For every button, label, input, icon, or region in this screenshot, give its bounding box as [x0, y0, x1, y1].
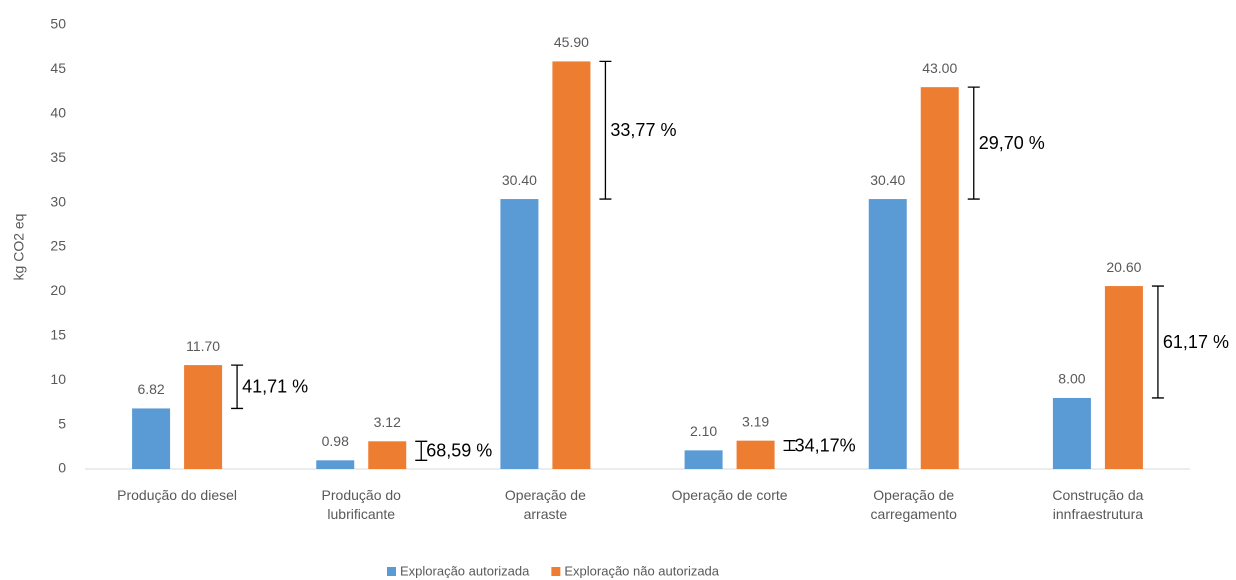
bracket [415, 440, 428, 461]
annotation: 41,71 % [242, 377, 308, 397]
bracket [599, 60, 612, 200]
bracket [1151, 285, 1164, 399]
y-tick-label: 10 [50, 371, 66, 387]
value-label: 0.98 [322, 433, 349, 449]
legend-label: Exploração não autorizada [564, 563, 719, 578]
x-tick-label: Produção do lubrificante [321, 487, 401, 522]
y-tick-label: 35 [50, 149, 66, 165]
value-label: 30.40 [502, 172, 537, 188]
bar [868, 199, 907, 469]
value-label: 11.70 [186, 338, 220, 354]
bar [552, 61, 591, 470]
value-label: 8.00 [1058, 371, 1085, 387]
bar [500, 199, 539, 469]
value-label: 3.12 [374, 414, 401, 430]
x-tick-label: Produção do diesel [117, 487, 238, 503]
bar [684, 450, 723, 469]
y-tick-label: 0 [58, 460, 66, 476]
bar [132, 408, 171, 469]
legend-swatch [551, 567, 561, 576]
value-label: 43.00 [922, 60, 957, 76]
y-axis-label: kg CO2 eq [11, 214, 27, 281]
bracket [231, 364, 244, 410]
legend-swatch [387, 567, 396, 576]
bar [1104, 286, 1143, 469]
bar [316, 460, 355, 469]
y-tick-label: 15 [50, 327, 66, 343]
value-label: 3.19 [742, 413, 769, 429]
annotation: 34,17% [795, 435, 856, 455]
y-tick-label: 45 [50, 60, 66, 76]
value-label: 20.60 [1106, 259, 1141, 275]
bar [368, 441, 407, 469]
y-tick-label: 50 [50, 16, 66, 32]
bar [184, 365, 223, 469]
x-tick-label: Operação de arraste [504, 487, 586, 522]
bracket [783, 440, 796, 452]
y-tick-label: 25 [50, 238, 66, 254]
bar [920, 87, 959, 469]
value-label: 2.10 [690, 423, 717, 439]
x-tick-label: Operação de carregamento [870, 487, 957, 522]
annotation: 29,70 % [979, 133, 1045, 153]
bracket [967, 86, 980, 200]
annotation: 61,17 % [1163, 332, 1229, 352]
bar [1052, 397, 1091, 469]
annotation: 68,59 % [426, 441, 492, 461]
value-label: 6.82 [137, 381, 164, 397]
bar [736, 440, 775, 469]
value-label: 45.90 [554, 34, 589, 50]
x-tick-label: Operação de corte [671, 487, 788, 503]
y-tick-label: 5 [58, 415, 66, 431]
legend-label: Exploração autorizada [400, 563, 530, 578]
y-tick-label: 40 [50, 105, 66, 121]
x-tick-label: Construção da innfraestrutura [1052, 487, 1144, 522]
y-tick-label: 30 [50, 193, 66, 209]
y-tick-label: 20 [50, 282, 66, 298]
value-label: 30.40 [870, 172, 905, 188]
annotation: 33,77 % [610, 120, 676, 140]
